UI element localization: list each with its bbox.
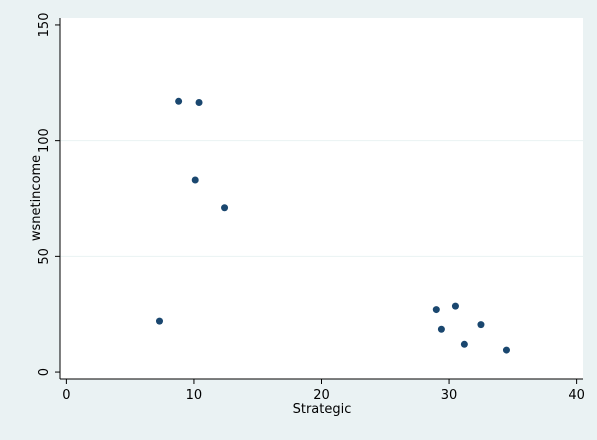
grid-lines <box>60 140 583 257</box>
scatter-point <box>191 176 199 184</box>
x-axis-label: Strategic <box>293 402 352 417</box>
scatter-point <box>477 321 485 329</box>
scatter-point <box>221 204 229 212</box>
scatter-point <box>175 97 183 105</box>
x-tick-label: 0 <box>62 388 70 403</box>
x-tick-label: 40 <box>568 388 585 403</box>
scatter-point <box>195 98 203 106</box>
x-tick-label: 10 <box>186 388 203 403</box>
plot-area <box>60 18 583 379</box>
y-axis-ticks: 0 50 100 150 <box>37 13 60 376</box>
y-tick-label: 150 <box>37 13 52 38</box>
y-axis-label: wsnetincome <box>29 155 44 241</box>
scatter-point <box>155 317 163 325</box>
x-axis-ticks: 0 10 20 30 40 <box>62 379 585 403</box>
scatter-point <box>451 302 459 310</box>
scatter-point <box>432 306 440 314</box>
scatter-point <box>502 346 510 354</box>
x-tick-label: 20 <box>313 388 330 403</box>
y-tick-label: 0 <box>37 368 52 376</box>
y-tick-label: 100 <box>37 128 52 153</box>
data-points <box>155 97 510 354</box>
scatter-point <box>460 340 468 348</box>
scatter-point <box>437 325 445 333</box>
x-tick-label: 30 <box>441 388 458 403</box>
y-tick-label: 50 <box>37 248 52 265</box>
